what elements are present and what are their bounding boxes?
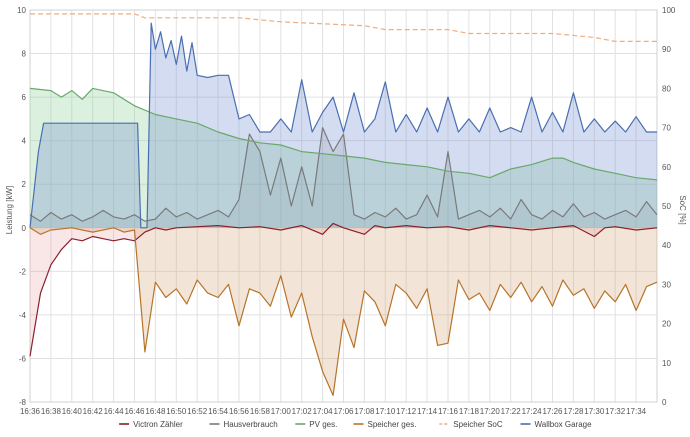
y-right-tick-label: 0 [662,398,667,407]
series-area-hausverbrauch [30,127,657,228]
x-tick-label: 16:48 [145,407,166,416]
x-tick-label: 17:26 [542,407,563,416]
x-tick-label: 16:42 [83,407,104,416]
y-axis-right-title: SoC [%] [678,195,687,224]
x-tick-label: 16:50 [166,407,187,416]
series-line-speicher-ges [29,227,658,397]
series-line-pv-ges [29,87,658,181]
y-left-tick-label: 0 [22,224,27,233]
legend-item-wallbox-garage[interactable]: Wallbox Garage [520,420,593,429]
x-tick-label: 17:04 [313,407,334,416]
y-right-tick-label: 30 [662,280,671,289]
legend-label: Wallbox Garage [535,420,593,429]
x-tick-label: 17:00 [271,407,292,416]
x-tick-label: 16:52 [187,407,208,416]
y-left-tick-label: -2 [19,267,27,276]
x-tick-label: 16:46 [124,407,145,416]
y-right-tick-label: 40 [662,241,671,250]
legend: Victron Zähler Hausverbrauch PV ges. Speich… [119,420,592,429]
series-line-hausverbrauch [29,127,658,222]
series-area-speicher-ges [30,227,657,396]
x-tick-label: 17:32 [605,407,626,416]
x-tick-label: 17:30 [584,407,605,416]
legend-item-hausverbrauch[interactable]: Hausverbrauch [209,420,278,429]
x-tick-label: 16:36 [20,407,41,416]
x-tick-label: 17:20 [480,407,501,416]
series-area-wallbox-garage [30,23,657,228]
y-left-tick-label: -6 [19,354,27,363]
legend-label: Hausverbrauch [224,420,278,429]
x-tick-label: 17:10 [375,407,396,416]
x-tick-label: 17:22 [501,407,522,416]
x-tick-label: 17:08 [354,407,375,416]
series-line-speicher-soc [30,13,657,42]
y-right-tick-label: 100 [662,6,676,15]
x-tick-label: 16:40 [62,407,83,416]
grid-layer [29,9,658,403]
legend-item-speicher-ges[interactable]: Speicher ges. [353,420,417,429]
y-right-tick-label: 10 [662,359,671,368]
x-tick-label: 17:28 [563,407,584,416]
x-tick-label: 16:54 [208,407,229,416]
x-tick-label: 16:44 [104,407,125,416]
series-line-victron-z-hler [29,222,658,357]
series-lines [29,13,658,397]
legend-item-speicher-soc[interactable]: Speicher SoC [439,420,503,429]
plot-frame [29,9,658,403]
x-tick-label: 16:56 [229,407,250,416]
x-tick-label: 17:12 [396,407,417,416]
x-tick-label: 16:38 [41,407,62,416]
series-line-wallbox-garage [29,22,657,229]
x-tick-label: 17:16 [438,407,459,416]
y-axis-left-title: Leistung [kW] [5,186,14,234]
legend-label: PV ges. [309,420,337,429]
x-tick-label: 17:14 [417,407,438,416]
y-left-tick-label: 10 [17,6,26,15]
y-right-tick-label: 20 [662,320,671,329]
y-right-tick-label: 80 [662,84,671,93]
y-right-tick-label: 90 [662,45,671,54]
y-left-tick-label: 6 [22,93,27,102]
y-left-tick-label: 8 [22,50,27,59]
x-tick-label: 17:24 [522,407,543,416]
x-tick-label: 17:34 [626,407,647,416]
y-left-tick-label: 4 [22,137,27,146]
y-right-tick-label: 50 [662,202,671,211]
legend-item-victron-z-hler[interactable]: Victron Zähler [119,420,183,429]
y-right-tick-label: 60 [662,163,671,172]
legend-label: Victron Zähler [133,420,183,429]
y-left-tick-label: -4 [19,311,27,320]
tick-labels: 1086420-2-4-6-8100908070605040302010016:… [17,6,676,416]
x-tick-label: 17:18 [459,407,480,416]
series-area-pv-ges [30,88,657,228]
x-tick-label: 16:58 [250,407,271,416]
y-right-tick-label: 70 [662,124,671,133]
legend-label: Speicher SoC [453,420,503,429]
x-tick-label: 17:06 [333,407,354,416]
series-areas [30,23,657,396]
y-left-tick-label: -8 [19,398,27,407]
legend-item-pv-ges[interactable]: PV ges. [295,420,337,429]
y-left-tick-label: 2 [22,180,27,189]
legend-label: Speicher ges. [368,420,417,429]
x-tick-label: 17:02 [292,407,313,416]
